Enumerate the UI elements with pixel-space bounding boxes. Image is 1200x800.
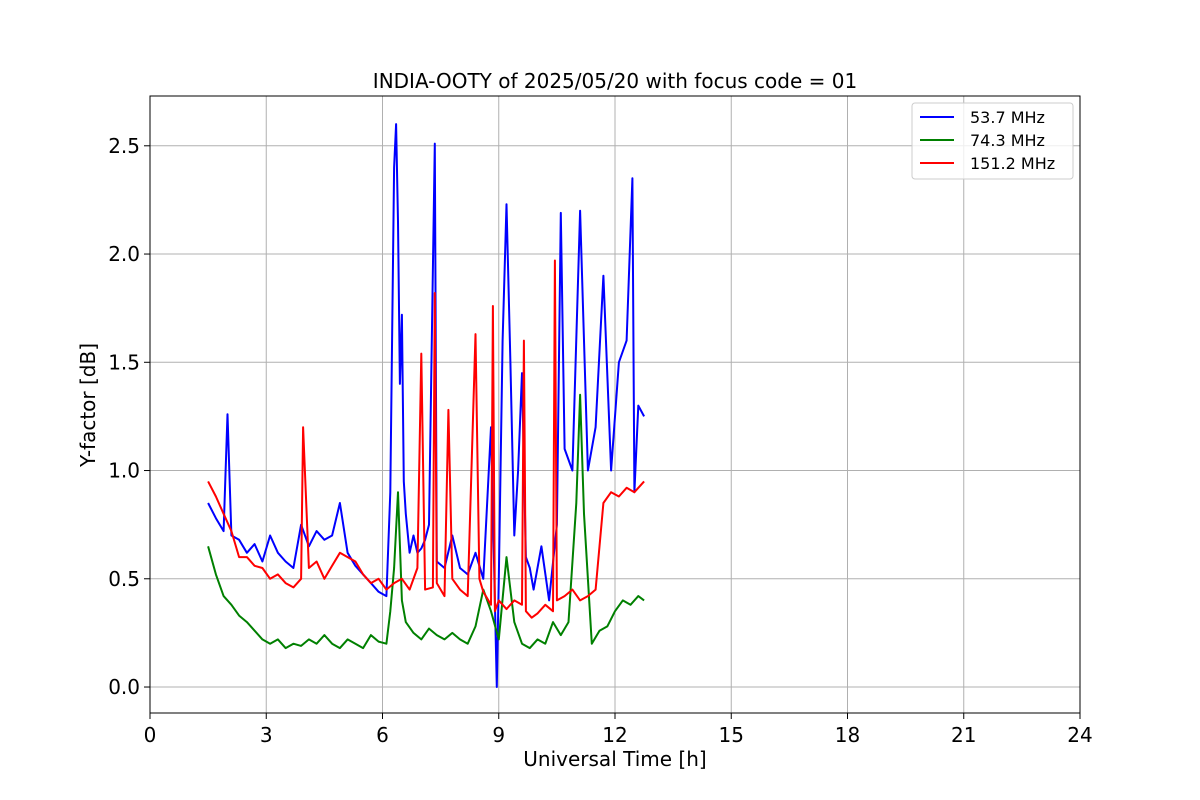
series-line-2: [207, 259, 645, 619]
y-tick-label: 0.0: [108, 675, 140, 699]
series-layer: [207, 123, 645, 688]
legend-label-1: 74.3 MHz: [970, 131, 1045, 150]
y-tick-label: 2.0: [108, 242, 140, 266]
x-tick-label: 24: [1067, 723, 1092, 747]
legend-label-2: 151.2 MHz: [970, 154, 1055, 173]
x-tick-label: 15: [719, 723, 744, 747]
chart-title: INDIA-OOTY of 2025/05/20 with focus code…: [373, 69, 857, 93]
x-axis-label: Universal Time [h]: [523, 747, 706, 771]
x-tick-label: 21: [951, 723, 976, 747]
x-tick-label: 0: [144, 723, 157, 747]
x-tick-label: 9: [492, 723, 505, 747]
y-tick-label: 0.5: [108, 567, 140, 591]
legend-box: [911, 102, 1074, 180]
y-tick-label: 2.5: [108, 134, 140, 158]
y-tick-label: 1.5: [108, 350, 140, 374]
series-line-0: [207, 123, 645, 688]
y-tick-label: 1.0: [108, 459, 140, 483]
tick-layer: 0 3 6 9 12 15 18 21 24 0.0 0.5 1.0 1.5 2.0 2.5: [108, 134, 1093, 747]
x-tick-label: 6: [376, 723, 389, 747]
x-tick-label: 3: [260, 723, 273, 747]
series-line-1: [207, 393, 645, 650]
y-axis-label: Y-factor [dB]: [76, 343, 100, 468]
x-tick-label: 18: [835, 723, 860, 747]
legend-label-0: 53.7 MHz: [970, 108, 1045, 127]
legend: 53.7 MHz 74.3 MHz 151.2 MHz: [911, 102, 1074, 180]
x-tick-label: 12: [602, 723, 627, 747]
